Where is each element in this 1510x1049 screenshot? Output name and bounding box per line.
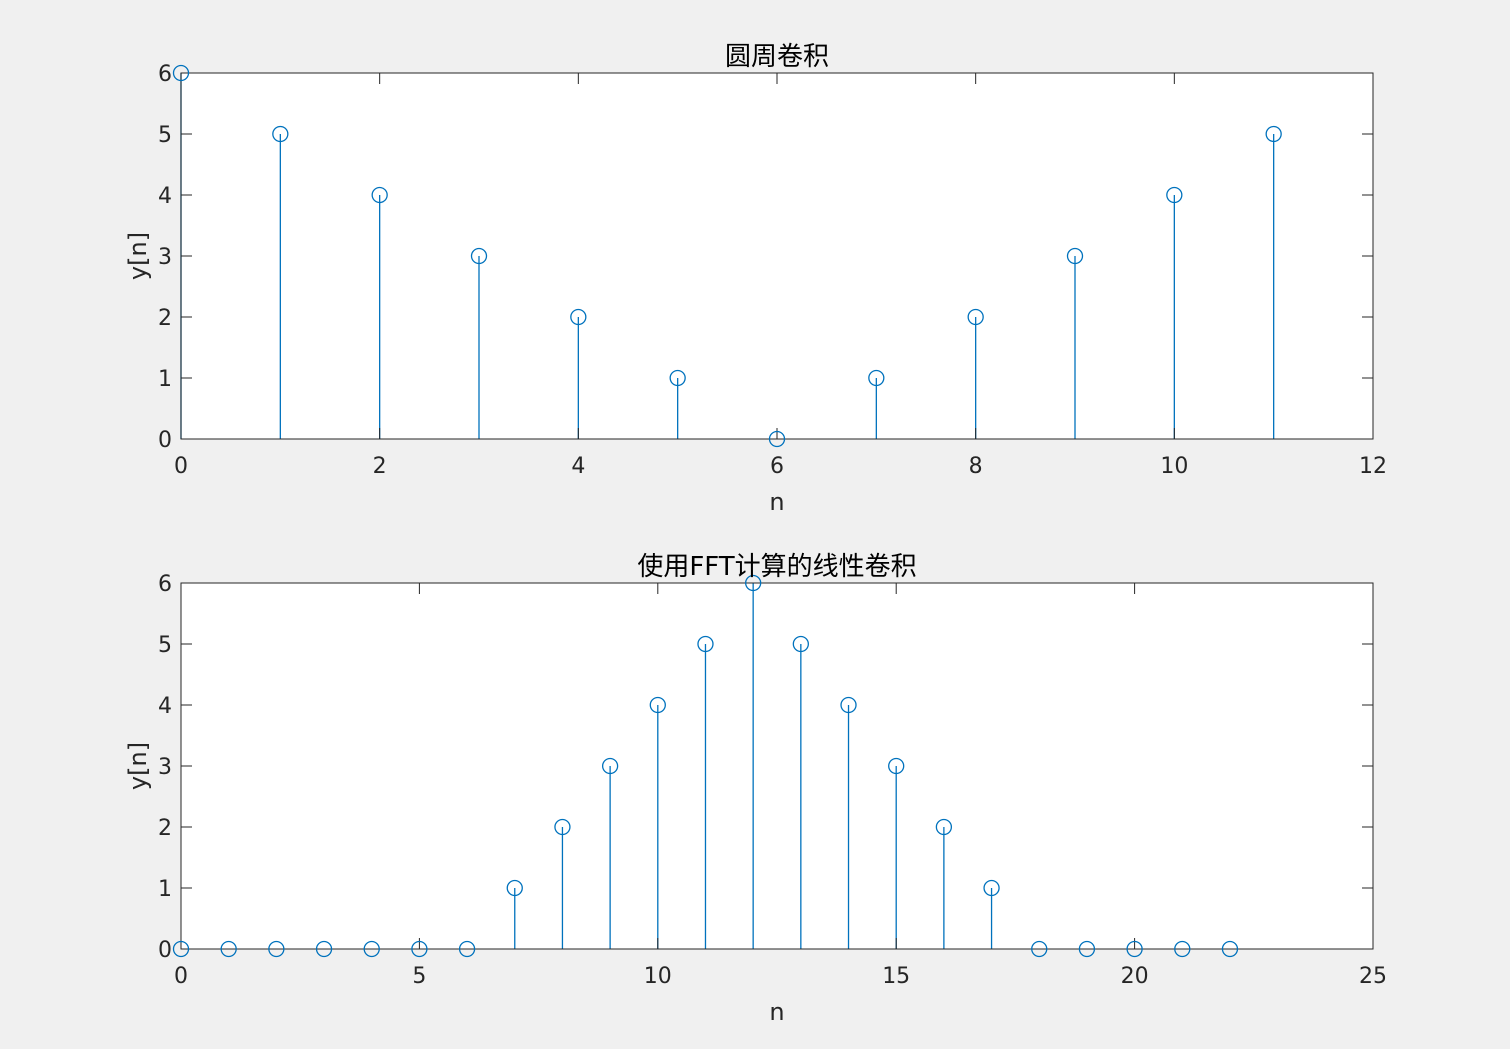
x-tick-label: 20 <box>1121 964 1149 989</box>
y-ticks: 0 1 2 3 4 5 6 <box>158 572 1373 963</box>
data-point <box>172 64 190 82</box>
data-point <box>792 635 809 653</box>
y-ticks: 0 1 2 3 4 5 6 <box>158 62 1373 453</box>
y-tick-label: 0 <box>158 428 172 453</box>
x-tick-label: 8 <box>969 454 983 479</box>
data-point <box>1166 186 1183 204</box>
y-tick-label: 1 <box>158 877 172 902</box>
data-point <box>570 308 587 326</box>
axes-background <box>181 583 1373 949</box>
y-tick-label: 0 <box>158 938 172 963</box>
data-point <box>220 940 237 958</box>
data-point <box>868 369 885 387</box>
data-point <box>697 635 714 653</box>
data-point <box>1078 940 1096 958</box>
data-point <box>371 186 388 204</box>
y-tick-label: 3 <box>158 755 172 780</box>
x-tick-label: 6 <box>770 454 784 479</box>
data-point <box>1221 940 1239 958</box>
data-point <box>172 940 190 958</box>
x-tick-label: 5 <box>412 964 426 989</box>
x-tick-label: 0 <box>174 454 188 479</box>
data-point <box>470 247 488 265</box>
data-point <box>768 430 786 448</box>
y-tick-label: 5 <box>158 633 172 658</box>
data-point <box>840 696 857 714</box>
data-point <box>1066 247 1084 265</box>
axes-background <box>181 73 1373 439</box>
chart-title: 圆周卷积 <box>725 42 829 72</box>
x-tick-label: 10 <box>1160 454 1188 479</box>
y-axis-label: y[n] <box>124 742 152 790</box>
data-point <box>601 757 619 775</box>
x-ticks: 0 2 4 6 8 10 12 <box>174 73 1387 479</box>
y-tick-label: 3 <box>158 245 172 270</box>
data-point <box>315 940 333 958</box>
y-tick-label: 2 <box>158 306 172 331</box>
x-tick-label: 4 <box>571 454 585 479</box>
data-point <box>272 125 289 143</box>
stems <box>514 583 993 949</box>
y-tick-label: 1 <box>158 367 172 392</box>
x-tick-label: 12 <box>1359 454 1387 479</box>
x-axis-label: n <box>769 488 784 516</box>
data-point <box>935 818 953 836</box>
data-point <box>745 574 762 592</box>
y-tick-label: 2 <box>158 816 172 841</box>
stem-markers <box>172 64 1282 448</box>
y-tick-label: 4 <box>158 694 172 719</box>
x-tick-label: 2 <box>373 454 387 479</box>
x-tick-label: 0 <box>174 964 188 989</box>
x-axis-label: n <box>769 998 784 1026</box>
data-point <box>1031 940 1048 958</box>
data-point <box>411 940 428 958</box>
chart-title: 使用FFT计算的线性卷积 <box>637 552 916 582</box>
data-point <box>1265 125 1282 143</box>
y-tick-label: 6 <box>158 62 172 87</box>
x-tick-label: 15 <box>882 964 910 989</box>
x-tick-label: 10 <box>644 964 672 989</box>
x-ticks: 0 5 10 15 20 25 <box>174 583 1387 989</box>
data-point <box>363 940 380 958</box>
data-point <box>649 696 666 714</box>
data-point <box>1174 940 1191 958</box>
data-point <box>1126 940 1143 958</box>
data-point <box>268 940 285 958</box>
y-axis-label: y[n] <box>124 232 152 280</box>
subplot-2: 0 5 10 15 20 25 0 1 2 3 4 5 6 使用FFT计算的线性卷积 n y[n] <box>124 552 1387 1026</box>
data-point <box>458 940 476 958</box>
data-point <box>554 818 571 836</box>
y-tick-label: 6 <box>158 572 172 597</box>
data-point <box>506 879 523 897</box>
data-point <box>967 308 984 326</box>
y-tick-label: 5 <box>158 123 172 148</box>
data-point <box>888 757 905 775</box>
stem-markers <box>172 574 1239 958</box>
data-point <box>983 879 1000 897</box>
data-point <box>669 369 686 387</box>
x-tick-label: 25 <box>1359 964 1387 989</box>
y-tick-label: 4 <box>158 184 172 209</box>
